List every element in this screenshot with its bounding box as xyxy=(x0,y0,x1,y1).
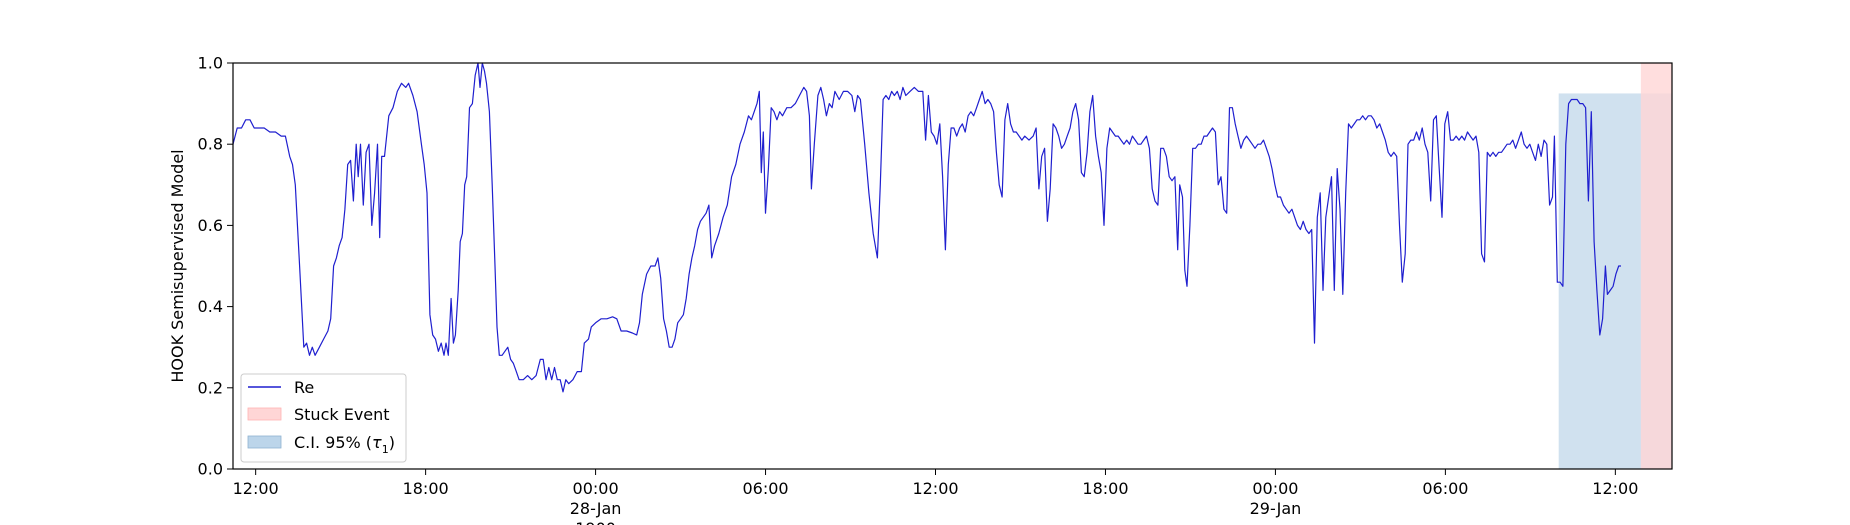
x-tick-label: 00:00 29-Jan xyxy=(1250,479,1302,518)
series-line-re xyxy=(232,62,1621,393)
x-tick-label: 18:00 xyxy=(1082,479,1128,498)
x-tick-label: 12:00 xyxy=(1592,479,1638,498)
y-tick-label: 1.0 xyxy=(198,54,223,73)
y-axis: 0.0 0.2 0.4 0.6 0.8 1.0 xyxy=(198,54,233,479)
legend-box xyxy=(240,373,407,463)
plot-frame xyxy=(232,62,1673,470)
x-tick-label: 06:00 xyxy=(1422,479,1468,498)
legend-label-re: Re xyxy=(294,378,314,397)
y-tick-label: 0.6 xyxy=(198,216,223,235)
stuck-event-region xyxy=(1640,63,1672,469)
y-axis-title: HOOK Semisupervised Model xyxy=(168,149,187,382)
y-tick-label: 0.0 xyxy=(198,460,223,479)
legend-label-ci-95: C.I. 95% (τ1) xyxy=(294,433,395,456)
y-tick-label: 0.4 xyxy=(198,297,223,316)
x-tick-label: 12:00 xyxy=(233,479,279,498)
y-tick-label: 0.2 xyxy=(198,378,223,397)
shaded-regions xyxy=(1558,63,1672,469)
x-tick-label: 18:00 xyxy=(403,479,449,498)
x-tick-label: 06:00 xyxy=(742,479,788,498)
legend-label-stuck-event: Stuck Event xyxy=(294,405,390,424)
x-tick-label: 12:00 xyxy=(912,479,958,498)
y-tick-label: 0.8 xyxy=(198,135,223,154)
series-layer xyxy=(232,62,1621,393)
legend: Re Stuck Event C.I. 95% (τ1) xyxy=(240,373,407,463)
legend-swatch-stuck-event xyxy=(247,407,282,421)
legend-swatch-ci-95 xyxy=(247,435,282,449)
